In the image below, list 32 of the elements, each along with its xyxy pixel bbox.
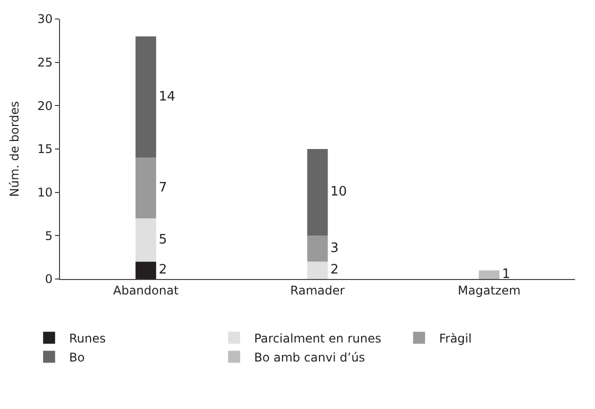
legend-label: Bo amb canvi d’ús xyxy=(254,350,366,364)
data-label: 14 xyxy=(158,89,176,104)
bar xyxy=(307,149,328,236)
bar xyxy=(478,270,500,279)
bar xyxy=(136,158,156,218)
x-tick-label: Abandonat xyxy=(113,283,179,298)
y-tick-label: 30 xyxy=(37,12,53,26)
bar xyxy=(136,218,156,262)
legend-label: Bo xyxy=(69,350,85,364)
y-tick-label: 5 xyxy=(44,228,53,243)
bar xyxy=(307,262,328,279)
y-tick-label: 20 xyxy=(37,98,53,113)
y-axis-title: Núm. de bordes xyxy=(8,101,22,197)
y-tick-label: 25 xyxy=(37,56,53,70)
data-label: 10 xyxy=(330,184,347,200)
data-label: 5 xyxy=(158,232,167,248)
data-label: 1 xyxy=(502,266,510,282)
data-label: 7 xyxy=(158,180,167,196)
y-tick-label: 0 xyxy=(44,272,53,286)
bar xyxy=(136,262,156,279)
data-label: 2 xyxy=(158,262,167,278)
legend-label: Fràgil xyxy=(439,331,472,346)
legend-label: Parcialment en runes xyxy=(254,331,382,346)
bar xyxy=(307,236,328,262)
data-label: 2 xyxy=(330,262,339,278)
legend-label: Runes xyxy=(69,331,106,346)
data-label: 3 xyxy=(330,240,339,256)
x-tick-label: Ramader xyxy=(290,283,345,298)
y-tick-label: 15 xyxy=(37,142,53,156)
y-tick-label: 10 xyxy=(37,186,53,200)
bar xyxy=(136,36,156,158)
x-tick-label: Magatzem xyxy=(458,283,521,298)
